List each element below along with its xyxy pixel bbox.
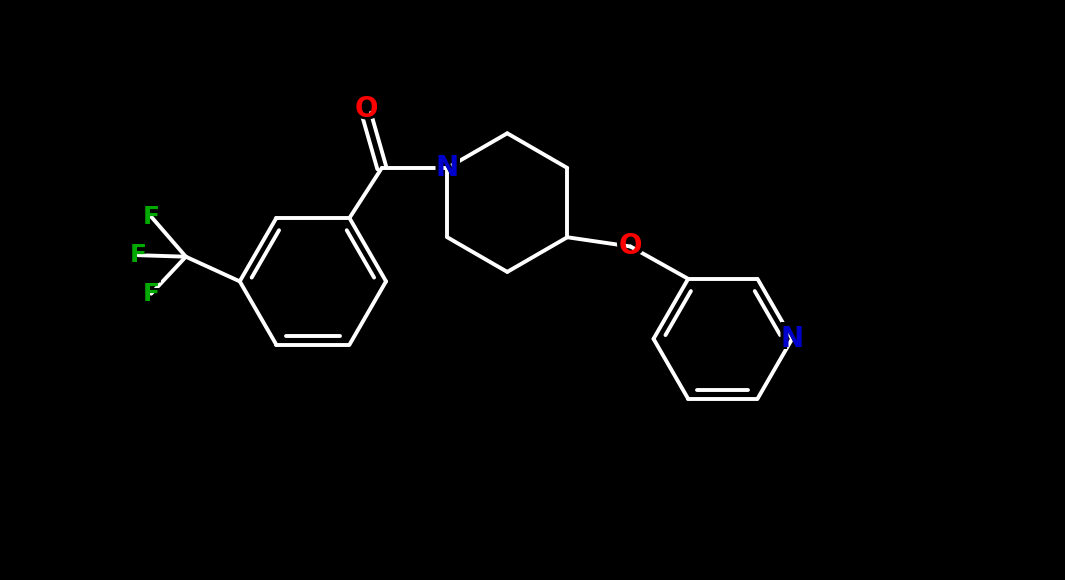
Text: O: O xyxy=(615,229,646,264)
Text: N: N xyxy=(436,154,459,182)
Text: F: F xyxy=(140,200,163,234)
Text: F: F xyxy=(143,205,160,229)
Text: O: O xyxy=(355,96,378,124)
Text: N: N xyxy=(781,325,804,353)
Text: F: F xyxy=(140,277,163,311)
Text: F: F xyxy=(143,282,160,306)
Text: F: F xyxy=(127,238,150,272)
Text: N: N xyxy=(776,321,808,357)
Text: O: O xyxy=(350,92,382,128)
Text: O: O xyxy=(619,233,642,260)
Text: F: F xyxy=(130,243,147,267)
Text: N: N xyxy=(431,150,463,186)
